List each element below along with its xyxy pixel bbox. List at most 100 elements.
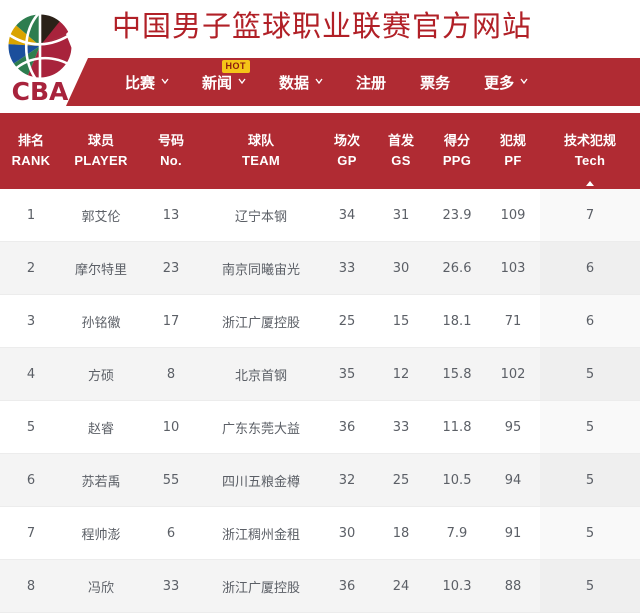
table-row[interactable]: 3 孙铭徽 17 浙江广厦控股 25 15 18.1 71 6	[0, 295, 640, 348]
table-header-cells: 排名 RANK 球员 PLAYER 号码 No. 球队 TEAM 场次	[0, 113, 640, 189]
column-header-gp[interactable]: 场次 GP	[320, 113, 374, 189]
cell-gp: 25	[338, 313, 356, 329]
column-header-ppg[interactable]: 得分 PPG	[428, 113, 486, 189]
column-header-tech-en: Tech	[574, 153, 606, 168]
nav-item-tickets[interactable]: 票务	[403, 58, 467, 106]
column-header-ppg-en: PPG	[442, 153, 472, 168]
nav-label-register: 注册	[356, 73, 387, 92]
cell-number: 55	[162, 472, 180, 488]
nav-item-data[interactable]: 数据	[262, 58, 339, 106]
column-header-rank-en: RANK	[11, 153, 51, 168]
cell-pf: 95	[504, 419, 522, 435]
cell-gp: 30	[338, 525, 356, 541]
cell-tech: 7	[540, 189, 640, 241]
cell-gs: 18	[392, 525, 410, 541]
table-row[interactable]: 2 摩尔特里 23 南京同曦宙光 33 30 26.6 103 6	[0, 242, 640, 295]
cell-number: 23	[162, 260, 180, 276]
column-header-team[interactable]: 球队 TEAM	[202, 113, 320, 189]
cell-number: 6	[166, 525, 176, 541]
cell-tech: 5	[585, 472, 595, 488]
nav-label-data: 数据	[279, 73, 310, 92]
cell-rank: 8	[26, 578, 36, 594]
cell-rank: 7	[26, 525, 36, 541]
nav-label-more: 更多	[484, 73, 515, 92]
column-header-team-cn: 球队	[247, 134, 274, 149]
nav-item-register[interactable]: 注册	[339, 58, 403, 106]
cell-ppg: 10.5	[442, 472, 472, 488]
column-header-gs[interactable]: 首发 GS	[374, 113, 428, 189]
cell-pf: 102	[500, 366, 526, 382]
cell-player: 程帅澎	[81, 527, 121, 543]
table-body: 1 郭艾伦 13 辽宁本钢 34 31 23.9 109 7 2 摩尔特里 23 南京同曦宙光 33 30 2…	[0, 189, 640, 613]
cell-rank: 2	[26, 260, 36, 276]
cell-gp: 36	[338, 419, 356, 435]
table-row[interactable]: 6 苏若禹 55 四川五粮金樽 32 25 10.5 94 5	[0, 454, 640, 507]
cell-gp: 35	[338, 366, 356, 382]
chevron-down-icon	[238, 77, 246, 84]
cell-number: 33	[162, 578, 180, 594]
cell-team: 浙江广厦控股	[221, 315, 300, 331]
cell-gs: 15	[392, 313, 410, 329]
cell-pf: 94	[504, 472, 522, 488]
nav-item-games[interactable]: 比赛	[108, 58, 185, 106]
cell-team: 辽宁本钢	[234, 209, 287, 225]
table-row[interactable]: 4 方硕 8 北京首钢 35 12 15.8 102 5	[0, 348, 640, 401]
cell-pf: 88	[504, 578, 522, 594]
cell-gp: 32	[338, 472, 356, 488]
cell-gp: 36	[338, 578, 356, 594]
column-header-number-cn: 号码	[157, 134, 184, 149]
column-header-number-en: No.	[160, 153, 182, 168]
sort-ascending-icon[interactable]	[586, 181, 594, 186]
cell-tech: 5	[540, 401, 640, 453]
site-header: CBA 中国男子篮球职业联赛官方网站 比赛 HOT 新闻	[0, 0, 640, 113]
site-title: 中国男子篮球职业联赛官方网站	[112, 9, 533, 43]
cell-gs: 25	[392, 472, 410, 488]
cell-player: 冯欣	[87, 580, 114, 596]
svg-text:CBA: CBA	[12, 77, 69, 106]
table-row[interactable]: 1 郭艾伦 13 辽宁本钢 34 31 23.9 109 7	[0, 189, 640, 242]
cell-number: 13	[162, 207, 180, 223]
cell-pf: 103	[500, 260, 526, 276]
column-header-player-en: PLAYER	[74, 153, 128, 168]
nav-item-more[interactable]: 更多	[467, 58, 544, 106]
cba-logo[interactable]: CBA	[4, 4, 76, 109]
cell-rank: 5	[26, 419, 36, 435]
table-row[interactable]: 7 程帅澎 6 浙江稠州金租 30 18 7.9 91 5	[0, 507, 640, 560]
cell-ppg: 10.3	[442, 578, 472, 594]
cell-gs: 24	[392, 578, 410, 594]
column-header-player-cn: 球员	[87, 134, 114, 149]
cell-gs: 12	[392, 366, 410, 382]
column-header-pf[interactable]: 犯规 PF	[486, 113, 540, 189]
column-header-team-en: TEAM	[241, 153, 281, 168]
nav-item-news[interactable]: HOT 新闻	[185, 58, 262, 106]
table-header-row: 排名 RANK 球员 PLAYER 号码 No. 球队 TEAM 场次	[0, 113, 640, 189]
column-header-gp-cn: 场次	[333, 134, 360, 149]
table-row[interactable]: 5 赵睿 10 广东东莞大益 36 33 11.8 95 5	[0, 401, 640, 454]
cell-tech: 6	[585, 260, 595, 276]
nav-label-news: 新闻	[202, 73, 233, 92]
nav-background-shape	[66, 58, 640, 106]
cell-team: 浙江广厦控股	[221, 580, 300, 596]
cell-tech: 5	[585, 366, 595, 382]
player-stats-table: 排名 RANK 球员 PLAYER 号码 No. 球队 TEAM 场次	[0, 113, 640, 613]
cell-gs: 31	[392, 207, 410, 223]
cba-logo-icon: CBA	[7, 13, 73, 106]
cell-ppg: 18.1	[442, 313, 472, 329]
cell-player: 苏若禹	[81, 474, 121, 490]
column-header-player[interactable]: 球员 PLAYER	[62, 113, 140, 189]
nav-label-tickets: 票务	[420, 73, 451, 92]
cell-rank: 6	[26, 472, 36, 488]
cell-gp: 33	[338, 260, 356, 276]
column-header-tech[interactable]: 技术犯规 Tech	[540, 113, 640, 189]
cell-player: 赵睿	[87, 421, 114, 437]
table-row[interactable]: 8 冯欣 33 浙江广厦控股 36 24 10.3 88 5	[0, 560, 640, 613]
cell-team: 四川五粮金樽	[221, 474, 300, 490]
column-header-rank[interactable]: 排名 RANK	[0, 113, 62, 189]
cell-pf: 109	[500, 207, 526, 223]
main-navigation: 比赛 HOT 新闻 数据	[0, 58, 640, 106]
cell-ppg: 26.6	[442, 260, 472, 276]
column-header-number[interactable]: 号码 No.	[140, 113, 202, 189]
cell-gs: 33	[392, 419, 410, 435]
cell-pf: 71	[504, 313, 522, 329]
